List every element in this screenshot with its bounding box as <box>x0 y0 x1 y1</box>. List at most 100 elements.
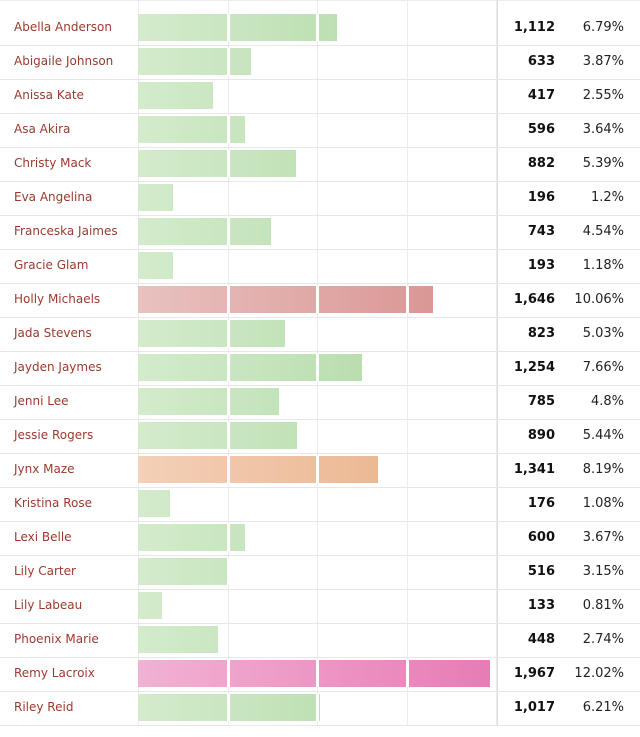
bar-grid-gap <box>227 660 230 687</box>
row-divider <box>0 385 640 386</box>
bar-grid-gap <box>316 14 319 41</box>
gridline <box>407 0 408 725</box>
value-label: 1,112 <box>513 20 555 35</box>
bar-grid-gap <box>406 286 409 313</box>
gridline <box>496 0 497 725</box>
bar[interactable] <box>138 48 251 75</box>
row-divider <box>0 419 640 420</box>
bar[interactable] <box>138 422 297 449</box>
row-divider <box>0 657 640 658</box>
category-label: Jenni Lee <box>14 394 69 408</box>
value-label: 882 <box>527 156 555 171</box>
bar[interactable] <box>138 82 213 109</box>
row-divider <box>0 113 640 114</box>
chart-top-border <box>0 0 640 1</box>
bar-grid-gap <box>227 14 230 41</box>
value-label: 633 <box>527 54 555 69</box>
category-label: Anissa Kate <box>14 88 84 102</box>
category-label: Jayden Jaymes <box>14 360 102 374</box>
row-divider <box>0 215 640 216</box>
value-label: 417 <box>527 88 555 103</box>
percent-label: 6.21% <box>582 700 624 715</box>
row-divider <box>0 623 640 624</box>
bar-grid-gap <box>227 456 230 483</box>
category-label: Abigaile Johnson <box>14 54 114 68</box>
bar[interactable] <box>138 490 170 517</box>
bar-grid-gap <box>227 422 230 449</box>
bar[interactable] <box>138 660 490 687</box>
bar[interactable] <box>138 218 271 245</box>
bar-grid-gap <box>227 388 230 415</box>
value-label: 516 <box>527 564 555 579</box>
value-label: 1,967 <box>513 666 555 681</box>
value-label: 785 <box>527 394 555 409</box>
bar[interactable] <box>138 558 230 585</box>
bar[interactable] <box>138 116 245 143</box>
value-label: 1,341 <box>513 462 555 477</box>
row-divider <box>0 589 640 590</box>
percent-label: 0.81% <box>582 598 624 613</box>
row-divider <box>0 317 640 318</box>
bar[interactable] <box>138 252 173 279</box>
percent-label: 5.03% <box>582 326 624 341</box>
bar[interactable] <box>138 354 362 381</box>
bar-grid-gap <box>227 48 230 75</box>
percent-label: 10.06% <box>574 292 624 307</box>
row-divider <box>0 283 640 284</box>
row-divider <box>0 453 640 454</box>
bar[interactable] <box>138 456 378 483</box>
value-label: 1,254 <box>513 360 555 375</box>
row-divider <box>0 79 640 80</box>
category-label: Asa Akira <box>14 122 71 136</box>
bar[interactable] <box>138 150 296 177</box>
bar[interactable] <box>138 626 218 653</box>
category-label: Abella Anderson <box>14 20 112 34</box>
bar[interactable] <box>138 320 285 347</box>
bar[interactable] <box>138 524 245 551</box>
category-label: Jada Stevens <box>14 326 92 340</box>
value-label: 823 <box>527 326 555 341</box>
category-label: Lexi Belle <box>14 530 72 544</box>
bar-grid-gap <box>316 660 319 687</box>
percent-label: 1.2% <box>590 190 624 205</box>
bar-grid-gap <box>227 524 230 551</box>
category-label: Holly Michaels <box>14 292 101 306</box>
percent-label: 7.66% <box>582 360 624 375</box>
value-label: 176 <box>527 496 555 511</box>
row-divider <box>0 45 640 46</box>
value-label: 1,017 <box>513 700 555 715</box>
value-label: 133 <box>527 598 555 613</box>
percent-label: 2.55% <box>582 88 624 103</box>
row-divider <box>0 521 640 522</box>
bar-grid-gap <box>227 694 230 721</box>
category-label: Lily Labeau <box>14 598 83 612</box>
bar-grid-gap <box>227 150 230 177</box>
bar[interactable] <box>138 592 162 619</box>
bar-grid-gap <box>316 456 319 483</box>
bar-grid-gap <box>316 354 319 381</box>
value-label: 600 <box>527 530 555 545</box>
percent-label: 3.64% <box>582 122 624 137</box>
row-divider <box>0 147 640 148</box>
bar-grid-gap <box>227 286 230 313</box>
bar-grid-gap <box>316 286 319 313</box>
bar[interactable] <box>138 14 337 41</box>
bar-grid-gap <box>227 116 230 143</box>
category-label: Eva Angelina <box>14 190 93 204</box>
category-label: Remy Lacroix <box>14 666 95 680</box>
category-label: Jynx Maze <box>14 462 75 476</box>
row-divider <box>0 351 640 352</box>
bar[interactable] <box>138 184 173 211</box>
bar[interactable] <box>138 388 279 415</box>
value-label: 596 <box>527 122 555 137</box>
percent-label: 2.74% <box>582 632 624 647</box>
percent-label: 1.08% <box>582 496 624 511</box>
bar-grid-gap <box>227 320 230 347</box>
category-label: Phoenix Marie <box>14 632 99 646</box>
bar[interactable] <box>138 286 433 313</box>
category-label: Christy Mack <box>14 156 92 170</box>
bar[interactable] <box>138 694 320 721</box>
value-label: 890 <box>527 428 555 443</box>
bar-grid-gap <box>227 558 230 585</box>
